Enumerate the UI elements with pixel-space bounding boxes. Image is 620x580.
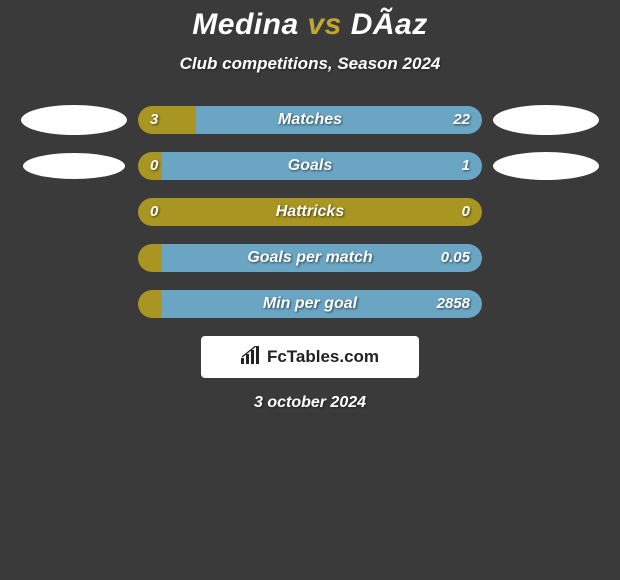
avatar-right (493, 105, 599, 135)
player1-name: Medina (192, 8, 298, 41)
chart-icon (241, 346, 263, 369)
stat-bar: Goals per match0.05 (138, 244, 482, 272)
stat-value-right: 1 (462, 152, 470, 180)
stat-bar: 0Goals1 (138, 152, 482, 180)
comparison-widget: Medina vs DÃ­az Club competitions, Seaso… (0, 0, 620, 412)
avatar-left (23, 153, 125, 179)
stat-label: Matches (138, 106, 482, 134)
avatar-slot-left (10, 105, 138, 135)
stats-list: 3Matches220Goals10Hattricks0Goals per ma… (0, 106, 620, 318)
avatar-right (493, 152, 599, 180)
stat-row: 0Goals1 (0, 152, 620, 180)
page-title: Medina vs DÃ­az (0, 8, 620, 42)
avatar-left (21, 105, 127, 135)
stat-row: Goals per match0.05 (0, 244, 620, 272)
stat-value-right: 2858 (437, 290, 470, 318)
stat-label: Min per goal (138, 290, 482, 318)
stat-value-right: 0.05 (441, 244, 470, 272)
date-label: 3 october 2024 (0, 394, 620, 412)
stat-bar: 0Hattricks0 (138, 198, 482, 226)
branding-box[interactable]: FcTables.com (201, 336, 419, 378)
avatar-slot-left (10, 153, 138, 179)
player2-name: DÃ­az (351, 8, 428, 41)
stat-bar: Min per goal2858 (138, 290, 482, 318)
branding-text: FcTables.com (267, 347, 379, 367)
branding-inner: FcTables.com (241, 346, 379, 369)
stat-label: Goals (138, 152, 482, 180)
stat-row: Min per goal2858 (0, 290, 620, 318)
stat-value-right: 22 (453, 106, 470, 134)
avatar-slot-right (482, 152, 610, 180)
stat-label: Hattricks (138, 198, 482, 226)
stat-value-right: 0 (462, 198, 470, 226)
stat-bar: 3Matches22 (138, 106, 482, 134)
stat-row: 3Matches22 (0, 106, 620, 134)
subtitle: Club competitions, Season 2024 (0, 54, 620, 74)
vs-label: vs (307, 8, 341, 41)
avatar-slot-right (482, 105, 610, 135)
stat-label: Goals per match (138, 244, 482, 272)
stat-row: 0Hattricks0 (0, 198, 620, 226)
